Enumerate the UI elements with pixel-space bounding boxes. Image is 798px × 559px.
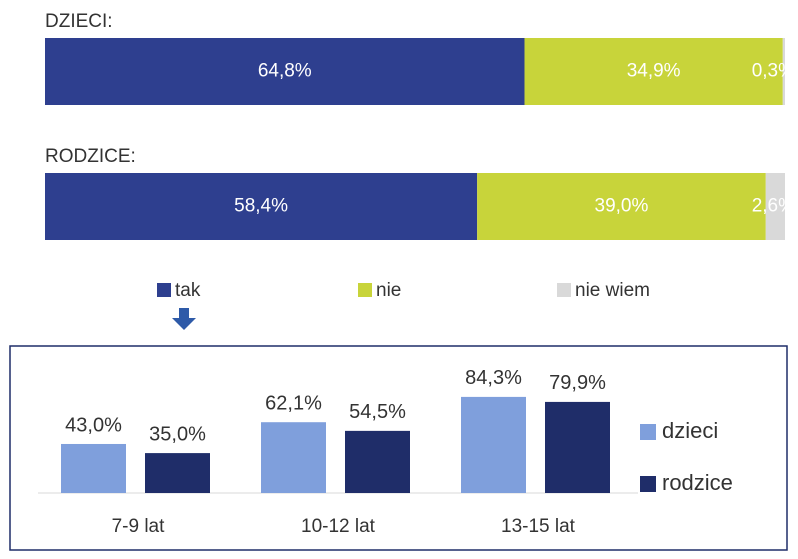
value-label: 0,3% (752, 61, 795, 82)
bar-segment (45, 173, 478, 240)
bar (61, 443, 126, 493)
value-label: 34,9% (627, 61, 681, 82)
legend-swatch (157, 283, 171, 297)
legend-label: nie (376, 280, 401, 301)
bar-segment (782, 38, 785, 105)
legend-swatch (358, 283, 372, 297)
frame (9, 345, 788, 551)
bar-segment (524, 38, 783, 105)
value-label: 84,3% (465, 367, 522, 389)
value-label: 79,9% (549, 372, 606, 394)
legend-label: dzieci (662, 418, 718, 443)
value-label: 39,0% (595, 196, 649, 217)
row-label: RODZICE: (45, 146, 136, 167)
legend-swatch (640, 476, 656, 492)
bar (545, 401, 610, 493)
value-label: 58,4% (234, 196, 288, 217)
arrow-stem (179, 308, 189, 319)
x-tick-label: 13-15 lat (501, 516, 576, 537)
x-tick-label: 7-9 lat (112, 516, 166, 537)
value-label: 35,0% (149, 423, 206, 445)
bar (345, 430, 410, 493)
bar (461, 396, 526, 493)
value-label: 43,0% (65, 414, 122, 436)
value-label: 54,5% (349, 401, 406, 423)
row-label: DZIECI: (45, 11, 113, 32)
legend-swatch (557, 283, 571, 297)
value-label: 2,6% (752, 196, 795, 217)
x-tick-label: 10-12 lat (301, 516, 376, 537)
legend-swatch (640, 424, 656, 440)
bar-segment (477, 173, 766, 240)
legend-label: rodzice (662, 470, 733, 495)
value-label: 64,8% (258, 61, 312, 82)
legend-label: tak (175, 280, 201, 301)
bar (261, 422, 326, 493)
bar (145, 453, 210, 493)
bar-segment (45, 38, 525, 105)
legend-label: nie wiem (575, 280, 650, 301)
bar-segment (765, 173, 785, 240)
value-label: 62,1% (265, 392, 322, 414)
arrow (172, 318, 196, 330)
